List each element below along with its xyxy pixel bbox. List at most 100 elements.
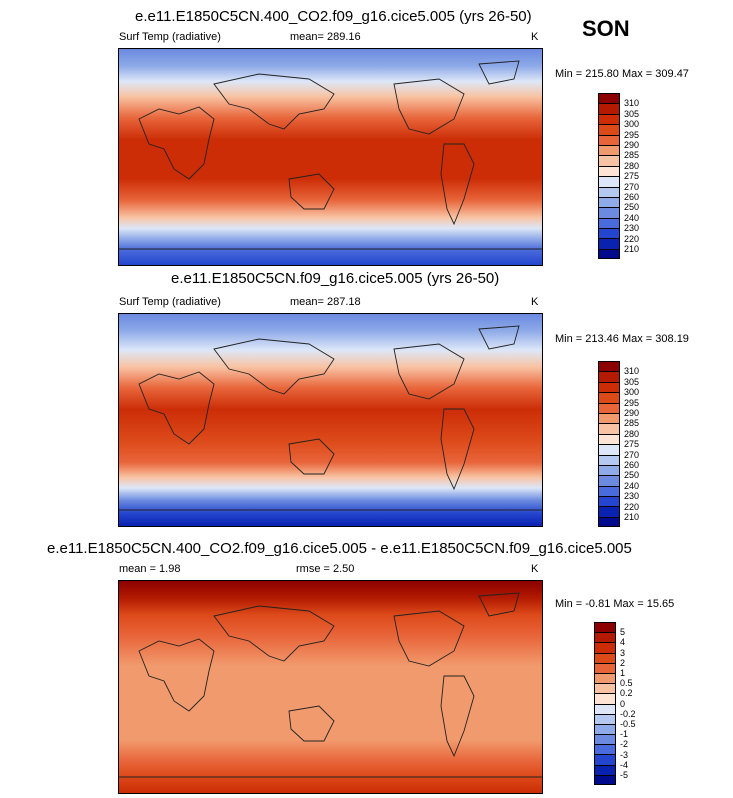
colorbar-swatch	[598, 186, 620, 197]
colorbar-level-label: 240	[624, 212, 640, 223]
colorbar-level-label: 250	[624, 470, 640, 481]
colorbar-swatch	[598, 485, 620, 497]
colorbar-level-label: 1	[620, 668, 626, 678]
colorbar-level-label: -5	[620, 770, 629, 780]
colorbar-level-label: 0	[620, 698, 626, 709]
colorbar-swatch	[598, 475, 620, 486]
colorbar-level-label: 220	[624, 501, 640, 512]
colorbar-swatch	[598, 392, 620, 403]
panel1-variable-label: Surf Temp (radiative)	[119, 31, 221, 43]
colorbar-swatch	[594, 622, 616, 633]
colorbar-swatch	[598, 113, 620, 125]
colorbar-swatch	[594, 632, 616, 643]
colorbar-swatch	[598, 124, 620, 135]
colorbar-swatch	[594, 774, 616, 785]
colorbar-level-label: 305	[624, 376, 640, 387]
panel3-map	[118, 580, 543, 794]
colorbar-level-label: 290	[624, 408, 640, 418]
colorbar-swatch	[598, 176, 620, 187]
colorbar-swatch	[598, 93, 620, 104]
panel3-mean: mean = 1.98	[119, 563, 181, 575]
colorbar-swatch	[598, 248, 620, 260]
panel1-units: K	[531, 31, 539, 43]
colorbar-swatch	[594, 662, 616, 673]
colorbar-level-label: 270	[624, 449, 640, 460]
colorbar-level-label: 4	[620, 637, 626, 648]
colorbar-level-label: 230	[624, 223, 640, 234]
colorbar-swatch	[594, 703, 616, 714]
colorbar-swatch	[598, 412, 620, 424]
colorbar-level-label: -2	[620, 739, 629, 750]
season-label: SON	[582, 16, 630, 41]
colorbar-level-label: 0.5	[620, 678, 633, 689]
colorbar-swatch	[598, 361, 620, 372]
colorbar-level-label: 220	[624, 233, 640, 244]
panel2-units: K	[531, 296, 539, 308]
colorbar-swatch	[598, 454, 620, 465]
panel3-units: K	[531, 563, 539, 575]
colorbar-level-label: 240	[624, 480, 640, 491]
colorbar-swatch	[598, 433, 620, 445]
colorbar-swatch	[598, 103, 620, 114]
colorbar-swatch	[598, 228, 620, 239]
panel2-variable-label: Surf Temp (radiative)	[119, 296, 221, 308]
colorbar-level-label: 210	[624, 244, 640, 254]
colorbar-swatch	[598, 444, 620, 455]
colorbar-swatch	[598, 381, 620, 393]
colorbar-level-label: 5	[620, 627, 626, 638]
panel2-colorbar	[598, 361, 620, 528]
colorbar-level-label: 300	[624, 387, 640, 398]
panel2-map	[118, 313, 543, 527]
colorbar-level-label: 0.2	[620, 688, 633, 699]
colorbar-level-label: 260	[624, 192, 640, 202]
colorbar-level-label: 310	[624, 366, 640, 377]
colorbar-swatch	[594, 713, 616, 724]
colorbar-swatch	[598, 144, 620, 156]
colorbar-level-label: 285	[624, 150, 640, 161]
colorbar-swatch	[598, 238, 620, 249]
colorbar-level-label: 295	[624, 129, 640, 140]
colorbar-swatch	[598, 496, 620, 507]
panel2-title: e.e11.E1850C5CN.f09_g16.cice5.005 (yrs 2…	[171, 270, 500, 287]
colorbar-level-label: 310	[624, 98, 640, 109]
colorbar-swatch	[598, 155, 620, 166]
panel1-minmax: Min = 215.80 Max = 309.47	[555, 68, 689, 80]
colorbar-level-label: 295	[624, 397, 640, 408]
colorbar-swatch	[594, 672, 616, 684]
colorbar-level-label: 300	[624, 119, 640, 130]
panel1-mean: mean= 289.16	[290, 31, 361, 43]
colorbar-level-label: 270	[624, 181, 640, 192]
panel1-map	[118, 48, 543, 266]
colorbar-swatch	[594, 764, 616, 775]
colorbar-level-label: -0.5	[620, 719, 636, 729]
colorbar-swatch	[598, 217, 620, 229]
panel1-title: e.e11.E1850C5CN.400_CO2.f09_g16.cice5.00…	[135, 8, 532, 25]
panel3-colorbar	[594, 622, 616, 785]
panel3-minmax: Min = -0.81 Max = 15.65	[555, 598, 675, 610]
panel2-coastlines	[119, 325, 542, 511]
colorbar-swatch	[598, 516, 620, 528]
colorbar-swatch	[594, 652, 616, 663]
colorbar-level-label: 230	[624, 491, 640, 502]
colorbar-swatch	[598, 134, 620, 145]
colorbar-level-label: 305	[624, 108, 640, 119]
panel3-rmse: rmse = 2.50	[296, 563, 355, 575]
colorbar-level-label: 280	[624, 428, 640, 439]
panel3-title: e.e11.E1850C5CN.400_CO2.f09_g16.cice5.00…	[47, 540, 632, 557]
colorbar-swatch	[598, 402, 620, 413]
colorbar-level-label: 2	[620, 657, 626, 668]
colorbar-swatch	[598, 506, 620, 517]
panel1-coastlines	[119, 60, 542, 250]
colorbar-swatch	[594, 734, 616, 745]
panel2-minmax: Min = 213.46 Max = 308.19	[555, 333, 689, 345]
colorbar-swatch	[598, 371, 620, 382]
colorbar-level-label: -0.2	[620, 708, 636, 719]
colorbar-swatch	[598, 165, 620, 177]
panel2-field	[119, 314, 542, 526]
colorbar-swatch	[598, 196, 620, 208]
panel2-mean: mean= 287.18	[290, 296, 361, 308]
colorbar-level-label: 210	[624, 512, 640, 522]
panel3-field	[119, 581, 542, 793]
colorbar-level-label: 280	[624, 160, 640, 171]
colorbar-swatch	[594, 723, 616, 735]
